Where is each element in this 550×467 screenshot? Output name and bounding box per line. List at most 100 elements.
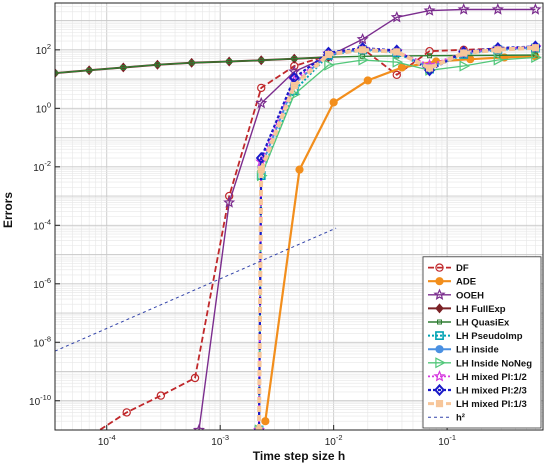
data-point-ooeh — [390, 10, 403, 23]
legend-label: LH mixed PI:2/3 — [456, 386, 527, 397]
y-tick-label: 102 — [36, 42, 51, 57]
tick-base: 10 — [211, 437, 223, 448]
tick-base: 10 — [36, 46, 48, 57]
data-point-lh-quasiex — [226, 58, 232, 64]
legend-marker-swatch — [434, 383, 445, 397]
data-point-lh-mixed-pi-1-3 — [393, 48, 401, 56]
legend-marker-swatch — [437, 319, 442, 325]
tick-exponent: -4 — [109, 433, 116, 442]
series-line-lh-mixed-pi-1-2 — [258, 46, 536, 430]
y-tick-label: 10-10 — [29, 393, 51, 408]
data-point-lh-quasiex — [55, 70, 58, 76]
legend-entry-h: h² — [428, 413, 465, 424]
data-point-lh-mixed-pi-1-3 — [460, 49, 468, 57]
data-point-df — [392, 70, 401, 80]
legend-marker-swatch — [435, 357, 446, 369]
data-point-lh-quasiex — [86, 67, 92, 73]
y-axis-title: Errors — [1, 192, 15, 228]
data-point-ooeh — [223, 196, 236, 208]
tick-base: 10 — [36, 104, 48, 115]
data-point-lh-mixed-pi-1-3 — [257, 166, 265, 174]
legend-entry-lh-quasiex: LH QuasiEx — [428, 318, 510, 329]
legend-entry-lh-inside: LH inside — [428, 345, 499, 356]
data-point-lh-inside-noneg — [493, 54, 505, 66]
legend-marker-swatch — [435, 345, 444, 354]
series-line-lh-quasiex — [55, 54, 536, 74]
y-tick-label: 10-2 — [33, 159, 51, 174]
legend-entry-lh-mixed-pi-1-2: LH mixed PI:1/2 — [428, 370, 527, 383]
series-lh-inside-noneg — [254, 51, 542, 430]
legend-marker-swatch — [433, 370, 446, 382]
tick-exponent: 0 — [47, 100, 51, 109]
data-point-ade — [261, 417, 270, 426]
tick-exponent: -4 — [44, 217, 51, 226]
y-tick-label: 10-4 — [33, 217, 51, 232]
series-line-df — [98, 46, 536, 430]
grid-lines — [55, 2, 543, 431]
data-point-lh-mixed-pi-1-3 — [290, 81, 298, 90]
legend-label: LH FullExp — [456, 304, 506, 315]
legend-label: LH mixed PI:1/3 — [456, 399, 527, 410]
series-layer — [55, 3, 542, 430]
tick-exponent: 2 — [47, 42, 51, 51]
data-point-ooeh — [255, 96, 268, 109]
series-line-lh-mixed-pi-2-3 — [257, 45, 536, 430]
legend-label: LH QuasiEx — [456, 318, 510, 329]
legend-entry-lh-mixed-pi-2-3: LH mixed PI:2/3 — [428, 383, 527, 397]
legend-entry-ooeh: OOEH — [428, 288, 484, 301]
legend-entry-lh-fullexp: LH FullExp — [428, 303, 506, 315]
tick-exponent: -3 — [222, 433, 229, 442]
tick-exponent: -6 — [44, 276, 51, 285]
data-point-df — [224, 191, 234, 201]
legend-marker-swatch — [435, 400, 444, 408]
data-point-lh-inside-noneg — [531, 51, 542, 64]
data-point-lh-inside-noneg — [290, 88, 301, 100]
legend-marker-swatch — [435, 263, 444, 272]
tick-exponent: -2 — [44, 159, 51, 168]
tick-base: 10 — [29, 397, 41, 408]
tick-exponent: -8 — [44, 334, 51, 343]
data-point-ade — [295, 165, 304, 174]
legend-label: LH inside — [456, 345, 499, 356]
x-tick-label: 10-3 — [211, 433, 229, 448]
data-point-lh-mixed-pi-1-3 — [324, 50, 333, 58]
tick-exponent: -1 — [449, 433, 456, 442]
data-point-lh-inside-noneg — [459, 60, 471, 72]
data-point-ade — [363, 76, 372, 85]
y-tick-label: 10-6 — [33, 276, 51, 291]
data-point-ooeh — [491, 3, 504, 15]
data-point-ade — [397, 63, 407, 72]
legend-label: LH mixed PI:1/2 — [456, 372, 527, 383]
legend-entry-lh-inside-noneg: LH Inside NoNeg — [428, 357, 532, 369]
data-point-ooeh — [192, 423, 205, 430]
data-point-lh-quasiex — [258, 57, 264, 63]
legend-entry-lh-mixed-pi-1-3: LH mixed PI:1/3 — [428, 399, 527, 410]
data-point-lh-mixed-pi-1-3 — [531, 44, 540, 52]
data-point-lh-inside-noneg — [392, 56, 404, 68]
legend-label: DF — [456, 263, 469, 274]
data-point-lh-quasiex — [154, 62, 160, 68]
x-axis-title: Time step size h — [253, 449, 345, 463]
legend-marker-swatch — [435, 277, 444, 286]
tick-base: 10 — [438, 437, 450, 448]
data-point-lh-quasiex — [189, 60, 195, 66]
data-point-df — [257, 83, 266, 93]
tick-base: 10 — [33, 338, 45, 349]
tick-exponent: -2 — [336, 433, 343, 442]
tick-base: 10 — [33, 280, 45, 291]
data-point-df — [190, 373, 200, 383]
data-point-ooeh — [356, 32, 369, 45]
data-point-lh-mixed-pi-1-3 — [494, 46, 502, 54]
legend: DF ADE OOEH LH FullExp LH QuasiEx LH PseudoIm… — [422, 256, 542, 429]
y-tick-label: 10-8 — [33, 334, 51, 349]
data-point-lh-mixed-pi-1-3 — [425, 64, 434, 72]
legend-entry-ade: ADE — [428, 277, 476, 288]
series-line-ooeh — [198, 8, 536, 430]
axes-frame — [54, 2, 544, 431]
legend-marker-swatch — [435, 331, 444, 340]
series-line-lh-inside-noneg — [258, 56, 536, 430]
legend-marker-swatch — [433, 288, 446, 300]
legend-entry-lh-pseudoimp: LH PseudoImp — [428, 331, 523, 342]
x-tick-label: 10-4 — [98, 433, 116, 448]
